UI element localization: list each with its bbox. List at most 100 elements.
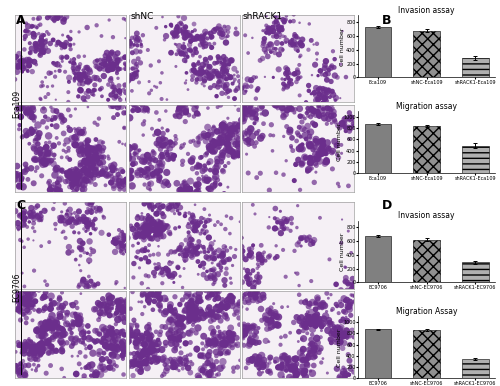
Point (213, 59, 221, 66)
Point (106, 359, 114, 365)
Point (306, 129, 314, 135)
Point (115, 177, 123, 183)
Point (276, 34, 284, 41)
Point (132, 340, 140, 346)
Point (346, 306, 354, 313)
Point (330, 323, 338, 329)
Point (130, 144, 138, 150)
Point (38, 37, 46, 44)
Point (242, 139, 250, 145)
Point (58, 42, 66, 48)
Point (33, 46, 41, 52)
Point (343, 297, 351, 303)
Point (175, 335, 183, 341)
Point (99, 139, 107, 146)
Point (250, 143, 258, 149)
Point (210, 238, 218, 244)
Point (28, 104, 36, 110)
Point (231, 102, 239, 108)
Point (136, 233, 143, 239)
Point (63, 154, 71, 161)
Point (212, 343, 220, 349)
Point (312, 354, 320, 360)
Point (238, 247, 246, 253)
Point (219, 64, 227, 71)
Point (23, 110, 31, 117)
Point (17, 58, 25, 64)
Point (118, 345, 126, 351)
Bar (364, 27, 392, 77)
Point (60, 327, 68, 333)
Point (72, 219, 80, 225)
Point (279, 47, 287, 53)
Point (182, 340, 190, 346)
Point (202, 177, 210, 183)
Point (334, 310, 342, 316)
Point (80, 181, 88, 188)
Point (162, 179, 170, 185)
Point (305, 349, 313, 356)
Point (166, 231, 174, 237)
Point (244, 131, 252, 137)
Point (191, 106, 199, 112)
Point (250, 296, 258, 303)
Point (74, 314, 82, 320)
Point (173, 30, 181, 37)
Point (166, 272, 173, 278)
Point (316, 303, 324, 309)
Point (350, 281, 358, 288)
Point (13, 305, 21, 311)
Point (208, 247, 216, 253)
Point (298, 357, 306, 364)
Point (242, 130, 250, 136)
Point (26, 345, 34, 352)
Point (16, 60, 24, 66)
Point (301, 154, 309, 161)
Point (88, 88, 96, 95)
Point (66, 42, 74, 48)
Point (190, 50, 198, 56)
Point (240, 113, 248, 119)
Point (162, 223, 170, 229)
Point (342, 372, 349, 378)
Point (237, 105, 245, 111)
Point (48, 122, 56, 128)
Point (224, 296, 232, 302)
Point (120, 110, 128, 116)
Point (31, 345, 39, 351)
Point (77, 291, 85, 297)
Point (30, 228, 38, 234)
Point (58, 16, 66, 22)
Point (306, 113, 314, 120)
Point (202, 287, 210, 293)
Point (254, 276, 262, 282)
Point (210, 175, 218, 181)
Point (76, 81, 84, 87)
Point (276, 26, 283, 32)
Point (136, 49, 144, 55)
Point (72, 184, 80, 190)
Point (83, 160, 91, 166)
Point (25, 60, 33, 66)
Point (321, 62, 329, 68)
Point (259, 27, 267, 34)
Point (344, 303, 352, 310)
Point (70, 171, 78, 178)
Point (274, 219, 281, 225)
Point (303, 236, 311, 242)
Point (116, 91, 124, 98)
Point (46, 305, 54, 312)
Point (40, 32, 48, 38)
Point (20, 36, 28, 42)
Point (24, 107, 32, 113)
Point (154, 356, 162, 362)
Point (250, 359, 258, 365)
Point (283, 361, 291, 367)
Point (186, 37, 194, 43)
Point (261, 110, 269, 116)
Point (196, 42, 204, 48)
Point (194, 244, 202, 250)
Point (106, 299, 114, 305)
Point (168, 331, 176, 337)
Point (118, 342, 126, 348)
